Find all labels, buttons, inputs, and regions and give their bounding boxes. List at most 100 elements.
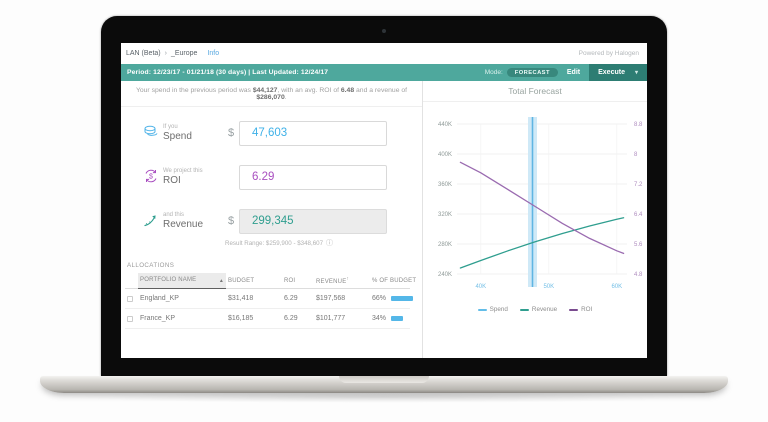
y-left-tick-label: 320K	[438, 212, 452, 218]
legend-dash-icon	[477, 308, 487, 311]
spend-label: Spend	[163, 131, 192, 142]
breadcrumb: LAN (Beta) › _Europe Info Powered by Hal…	[121, 43, 647, 64]
roi-cell: 6.29	[282, 288, 314, 309]
y-right-tick-label: 5.6	[634, 242, 643, 248]
allocations-label: ALLOCATIONS	[127, 262, 175, 269]
spend-input[interactable]	[239, 120, 387, 146]
column-budget[interactable]: BUDGET	[226, 273, 282, 289]
column-label: PORTFOLIO NAME	[140, 277, 197, 283]
mode-forecast-pill[interactable]: FORECAST	[506, 68, 558, 77]
period-toolbar: Period: 12/23/17 - 01/21/18 (30 days) | …	[121, 64, 647, 81]
y-left-tick-label: 240K	[438, 272, 452, 278]
breadcrumb-plan[interactable]: LAN (Beta)	[126, 50, 161, 57]
summary-text: .	[284, 94, 287, 101]
pct-cell: 34%	[370, 308, 410, 329]
pct-value: 34%	[372, 315, 387, 322]
legend-dash-icon	[519, 308, 529, 311]
chevron-down-icon[interactable]: ▾	[634, 70, 638, 76]
portfolio-name-cell: England_KP	[138, 288, 226, 309]
allocations-table: PORTFOLIO NAME ▲ BUDGET ROI REVENUE↑	[125, 273, 416, 329]
roi-cycle-icon: $	[143, 168, 163, 186]
result-range: Result Range: $259,900 - $348,607 ⓘ	[225, 238, 422, 248]
total-forecast-chart: 440K 8.8 400K 8 360K 7.2 320K 6.4 280K 5.6 240K 4.8…	[438, 117, 643, 290]
coins-icon	[143, 124, 163, 142]
y-left-tick-label: 280K	[438, 242, 452, 248]
powered-by-label: Powered by Halogen	[578, 50, 639, 57]
pct-bar	[391, 295, 414, 301]
spend-row: If you Spend $	[143, 120, 404, 146]
svg-text:$: $	[149, 173, 153, 180]
budget-cell: $31,418	[226, 288, 282, 309]
roi-input[interactable]	[239, 164, 387, 190]
chart-legend: Spend Revenue ROI	[423, 306, 647, 313]
legend-item-revenue[interactable]: Revenue	[519, 306, 558, 313]
edit-button[interactable]: Edit	[566, 69, 581, 76]
forecast-inputs: If you Spend $	[121, 107, 422, 252]
column-portfolio-name[interactable]: PORTFOLIO NAME ▲	[138, 273, 226, 289]
legend-label: Revenue	[531, 306, 558, 313]
app-window: LAN (Beta) › _Europe Info Powered by Hal…	[121, 43, 647, 358]
previous-period-summary: Your spend in the previous period was $4…	[121, 81, 422, 107]
table-header-row: PORTFOLIO NAME ▲ BUDGET ROI REVENUE↑	[125, 273, 416, 289]
sort-asc-icon[interactable]: ▲	[218, 278, 224, 284]
column-label: REVENUE	[316, 279, 347, 285]
forecast-panel: Total Forecast 440K 8.8 400K 8 360K 7.2 320K 6.…	[423, 81, 647, 358]
legend-item-roi[interactable]: ROI	[569, 306, 592, 313]
revenue-cell: $101,777	[314, 308, 370, 329]
laptop-base-notch	[339, 376, 429, 383]
row-checkbox[interactable]	[127, 315, 133, 322]
column-roi[interactable]: ROI	[282, 273, 314, 289]
header-checkbox-spacer	[125, 273, 138, 289]
y-right-tick-label: 6.4	[634, 212, 643, 218]
table-row[interactable]: France_KP $16,185 6.29 $101,777 34%	[125, 308, 410, 329]
spend-highlight-handle[interactable]	[528, 117, 538, 287]
laptop-screen: LAN (Beta) › _Europe Info Powered by Hal…	[121, 43, 647, 358]
roi-cell: 6.29	[282, 308, 314, 329]
revenue-label: Revenue	[163, 219, 204, 230]
legend-item-spend[interactable]: Spend	[477, 306, 508, 313]
y-left-tick-label: 440K	[438, 122, 452, 128]
revenue-output	[239, 208, 387, 234]
revenue-label-block: and this Revenue	[163, 212, 223, 230]
roi-label-small: We project this	[163, 168, 203, 174]
pct-value: 66%	[372, 295, 387, 302]
portfolio-name-cell: France_KP	[138, 308, 226, 329]
info-link[interactable]: Info	[207, 50, 220, 57]
column-pct-of-budget[interactable]: % OF BUDGET	[370, 273, 416, 289]
table-row[interactable]: England_KP $31,418 6.29 $197,568 66%	[125, 288, 414, 309]
mode-label: Mode:	[484, 69, 503, 76]
webcam-icon	[382, 29, 386, 33]
summary-text: and a revenue of	[354, 87, 408, 94]
y-left-tick-label: 400K	[438, 152, 452, 158]
execute-label: Execute	[598, 69, 625, 76]
toolbar-actions: Mode: FORECAST Edit Execute ▾	[485, 64, 647, 81]
series-line-revenue	[459, 217, 625, 269]
execute-button[interactable]: Execute ▾	[589, 64, 647, 81]
x-tick-label: 40K	[475, 284, 486, 290]
chart-area: 440K 8.8 400K 8 360K 7.2 320K 6.4 280K 5.6 240K 4.8…	[423, 102, 647, 304]
column-revenue[interactable]: REVENUE↑	[314, 273, 370, 289]
laptop-base	[40, 376, 728, 393]
budget-cell: $16,185	[226, 308, 282, 329]
chart-title: Total Forecast	[423, 81, 647, 102]
row-checkbox[interactable]	[127, 295, 133, 302]
legend-dash-icon	[569, 308, 579, 311]
series-line-roi	[459, 161, 625, 255]
spend-label-block: If you Spend	[163, 124, 223, 142]
roi-label-block: We project this ROI	[163, 168, 223, 186]
breadcrumb-separator: ›	[164, 50, 167, 57]
breadcrumb-europe[interactable]: _Europe	[170, 50, 198, 57]
info-circle-icon[interactable]: ⓘ	[326, 240, 334, 247]
result-range-label: Result Range: $259,900 - $348,607	[225, 239, 324, 247]
y-right-tick-label: 8	[634, 152, 638, 158]
summary-spend-value: $44,127	[252, 87, 278, 94]
checkbox-cell	[125, 288, 138, 309]
revenue-label-small: and this	[163, 212, 185, 218]
x-tick-label: 60K	[611, 284, 622, 290]
spend-currency-symbol: $	[227, 127, 235, 139]
summary-text: Your spend in the previous period was	[135, 87, 253, 94]
spend-label-small: If you	[163, 124, 178, 130]
laptop-shadow	[60, 391, 708, 403]
revenue-currency-symbol: $	[227, 215, 235, 227]
